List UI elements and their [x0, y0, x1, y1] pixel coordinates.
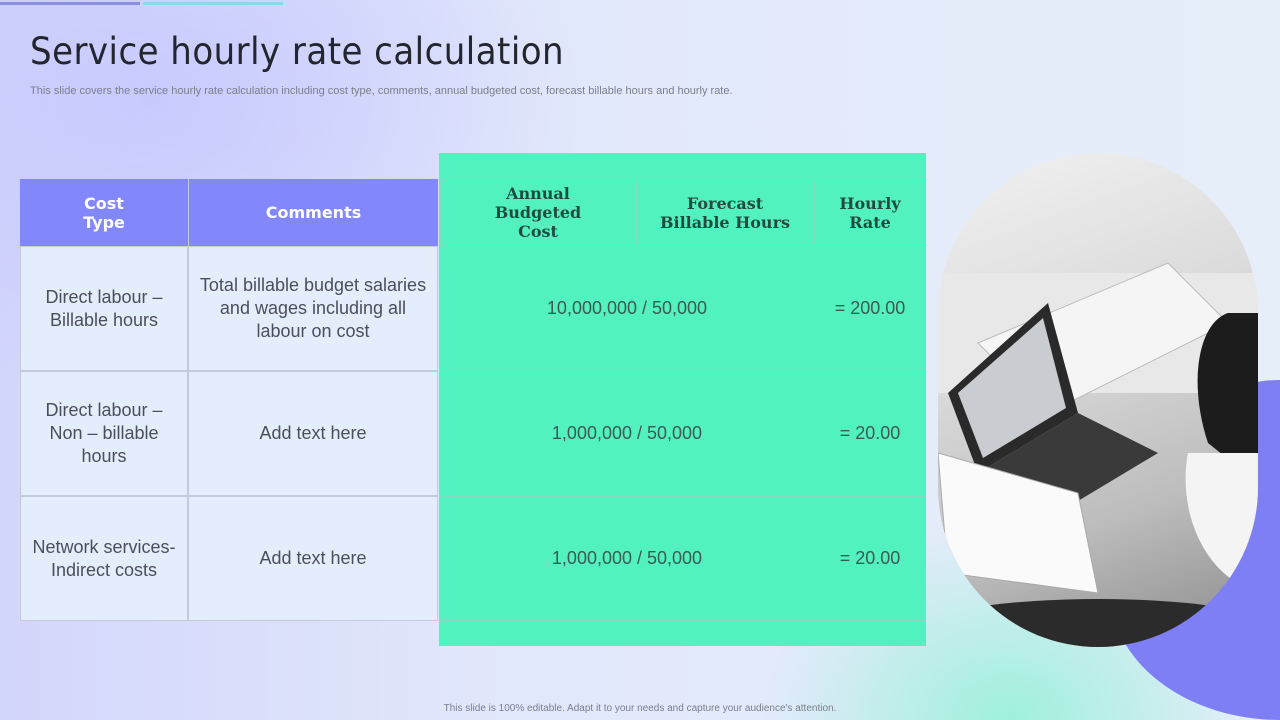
row-1-cost-type: Direct labour – Billable hours: [20, 246, 188, 371]
row-1-calculation: 10,000,000 / 50,000: [546, 298, 708, 318]
woman-laptop-photo: [938, 153, 1258, 647]
row-3-comments: Add text here: [188, 496, 438, 621]
header-hourly-rate: Hourly Rate: [814, 179, 926, 246]
header-comments: Comments: [188, 179, 438, 246]
header-annual-budgeted-cost: Annual Budgeted Cost: [440, 179, 636, 246]
page-subtitle: This slide covers the service hourly rat…: [30, 85, 733, 97]
page-title: Service hourly rate calculation: [30, 30, 565, 73]
row-2-comments: Add text here: [188, 371, 438, 496]
row-3-rate: = 20.00: [839, 548, 901, 568]
row-3-cost-type: Network services- Indirect costs: [20, 496, 188, 621]
highlight-panel: [439, 153, 926, 646]
row-divider: [439, 371, 926, 372]
row-2-cost-type: Direct labour – Non – billable hours: [20, 371, 188, 496]
row-divider: [439, 496, 926, 497]
header-cost-type: Cost Type: [20, 179, 188, 246]
top-accent-bar: [143, 2, 283, 5]
row-3-calculation: 1,000,000 / 50,000: [551, 548, 703, 568]
top-accent-bar: [0, 2, 140, 5]
row-1-rate: = 200.00: [834, 298, 906, 318]
footer-note: This slide is 100% editable. Adapt it to…: [443, 703, 837, 714]
row-2-rate: = 20.00: [839, 423, 901, 443]
header-forecast-billable-hours: Forecast Billable Hours: [636, 179, 814, 246]
row-1-comments: Total billable budget salaries and wages…: [188, 246, 438, 371]
row-2-calculation: 1,000,000 / 50,000: [551, 423, 703, 443]
row-divider: [439, 620, 926, 621]
